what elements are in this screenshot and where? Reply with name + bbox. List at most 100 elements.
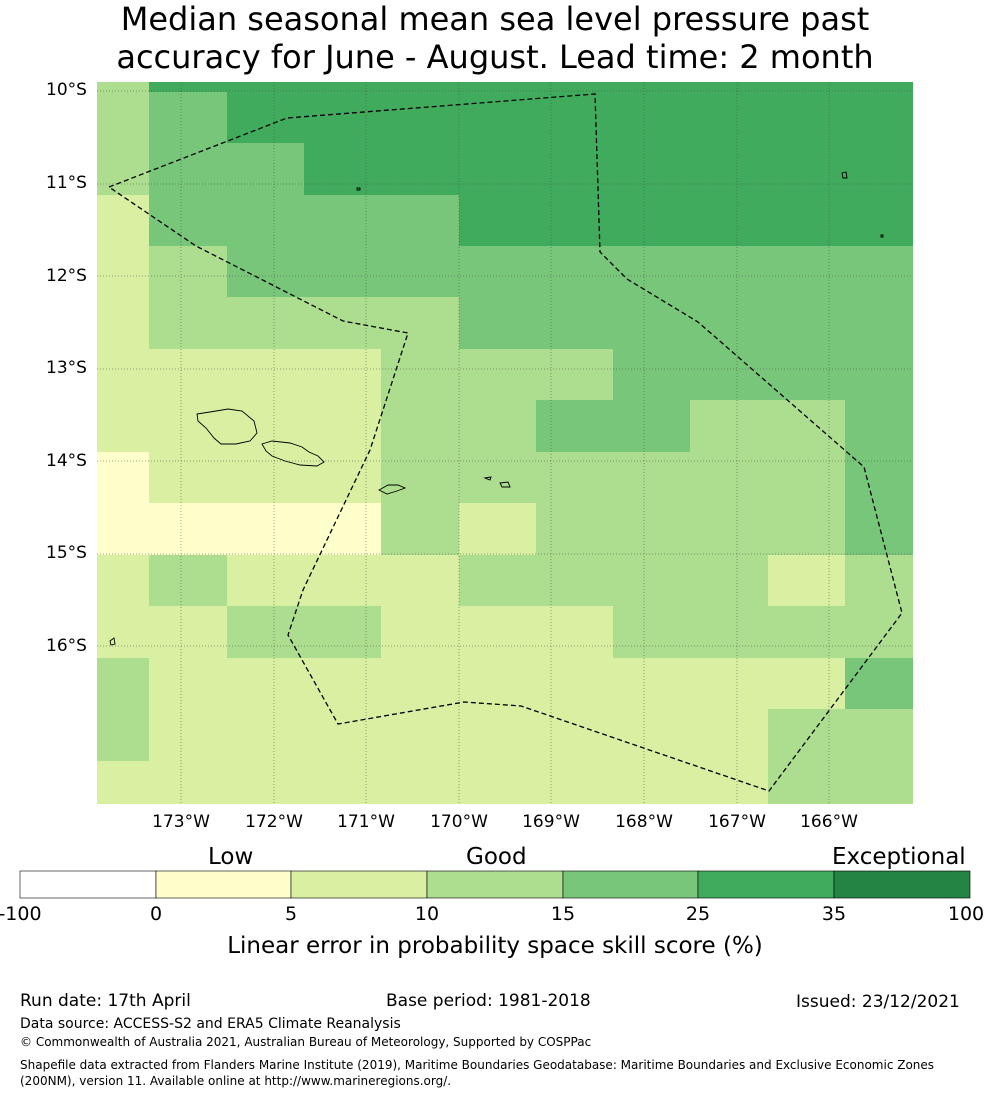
map-cell (536, 503, 613, 555)
map-cell (768, 400, 845, 452)
map-cell (536, 297, 613, 349)
map-cell (845, 246, 913, 297)
map-cell (459, 555, 536, 606)
map-cell (613, 195, 690, 246)
map-cell (845, 92, 913, 143)
map-cell (227, 82, 304, 92)
map-cell (768, 143, 845, 195)
map-cell (227, 503, 304, 555)
map-cell (536, 761, 613, 804)
map-cell (97, 658, 149, 709)
map-cell (304, 761, 381, 804)
colorbar-segment (426, 870, 564, 899)
lat-label: 15°S (46, 543, 87, 563)
map-cell (149, 195, 227, 246)
map-cell (149, 555, 227, 606)
map-cell (304, 452, 381, 503)
map-cell (304, 349, 381, 400)
map-cell (304, 400, 381, 452)
colorbar-tick: 10 (414, 903, 440, 925)
chart-title: Median seasonal mean sea level pressure … (0, 0, 990, 76)
map-cell (97, 400, 149, 452)
lon-label: 172°W (245, 812, 303, 832)
map-cell (845, 400, 913, 452)
map-cell (845, 606, 913, 658)
colorbar-tick: 35 (821, 903, 847, 925)
map-cell (381, 246, 459, 297)
map-cell (845, 297, 913, 349)
lat-label: 10°S (46, 80, 87, 100)
map-gridlines (97, 82, 913, 804)
map-cell (149, 761, 227, 804)
map-cell (227, 452, 304, 503)
map-cell (613, 658, 690, 709)
map-cell (459, 452, 536, 503)
map-cell (690, 658, 768, 709)
map-cell (381, 503, 459, 555)
map-cell (613, 82, 690, 92)
map-cell (304, 246, 381, 297)
colorbar-title: Linear error in probability space skill … (227, 933, 763, 959)
map-cell (304, 503, 381, 555)
colorbar-segment (290, 870, 428, 899)
lon-label: 173°W (152, 812, 210, 832)
colorbar-tick: 5 (284, 903, 298, 925)
map-cell (381, 297, 459, 349)
map-cell (536, 349, 613, 400)
map-cell (845, 761, 913, 804)
map-cell (536, 606, 613, 658)
ofu-island (483, 476, 492, 481)
map-cell (768, 709, 845, 761)
map-cell (690, 606, 768, 658)
map-cell (845, 709, 913, 761)
map-grid-cells (97, 82, 913, 804)
lon-label: 171°W (337, 812, 395, 832)
map-cell (690, 400, 768, 452)
map-cell (768, 555, 845, 606)
map-cell (536, 92, 613, 143)
map-cell (613, 452, 690, 503)
map-cell (845, 195, 913, 246)
map-cell (227, 606, 304, 658)
map-cell (690, 297, 768, 349)
map-cell (690, 349, 768, 400)
colorbar-segment (19, 870, 157, 899)
map-cell (536, 555, 613, 606)
map-cell (381, 195, 459, 246)
tau-island (499, 481, 511, 488)
colorbar (19, 870, 971, 899)
lon-label: 168°W (615, 812, 673, 832)
tutuila-island (378, 484, 407, 495)
map-cell (97, 503, 149, 555)
map-cell (613, 709, 690, 761)
map-cell (304, 709, 381, 761)
colorbar-tick: 15 (550, 903, 576, 925)
map-cell (381, 658, 459, 709)
map-cell (768, 452, 845, 503)
colorbar-tick: 0 (149, 903, 163, 925)
map-cell (227, 349, 304, 400)
map-cell (845, 82, 913, 92)
copyright: © Commonwealth of Australia 2021, Austra… (20, 1035, 592, 1049)
map-cell (97, 452, 149, 503)
map-cell (227, 195, 304, 246)
map-cell (613, 400, 690, 452)
map-cell (149, 503, 227, 555)
map-cell (768, 82, 845, 92)
map-cell (690, 555, 768, 606)
map-cell (690, 503, 768, 555)
data-source: Data source: ACCESS-S2 and ERA5 Climate … (20, 1016, 401, 1032)
map-cell (536, 82, 613, 92)
lon-label: 167°W (708, 812, 766, 832)
map-cell (690, 143, 768, 195)
eez-boundary (107, 93, 903, 792)
map-cell (381, 761, 459, 804)
map-cell (304, 555, 381, 606)
small-islet-1 (356, 187, 361, 191)
map-cell (459, 297, 536, 349)
map-cell (381, 606, 459, 658)
map-cell (845, 349, 913, 400)
map-cell (97, 709, 149, 761)
map-cell (459, 143, 536, 195)
